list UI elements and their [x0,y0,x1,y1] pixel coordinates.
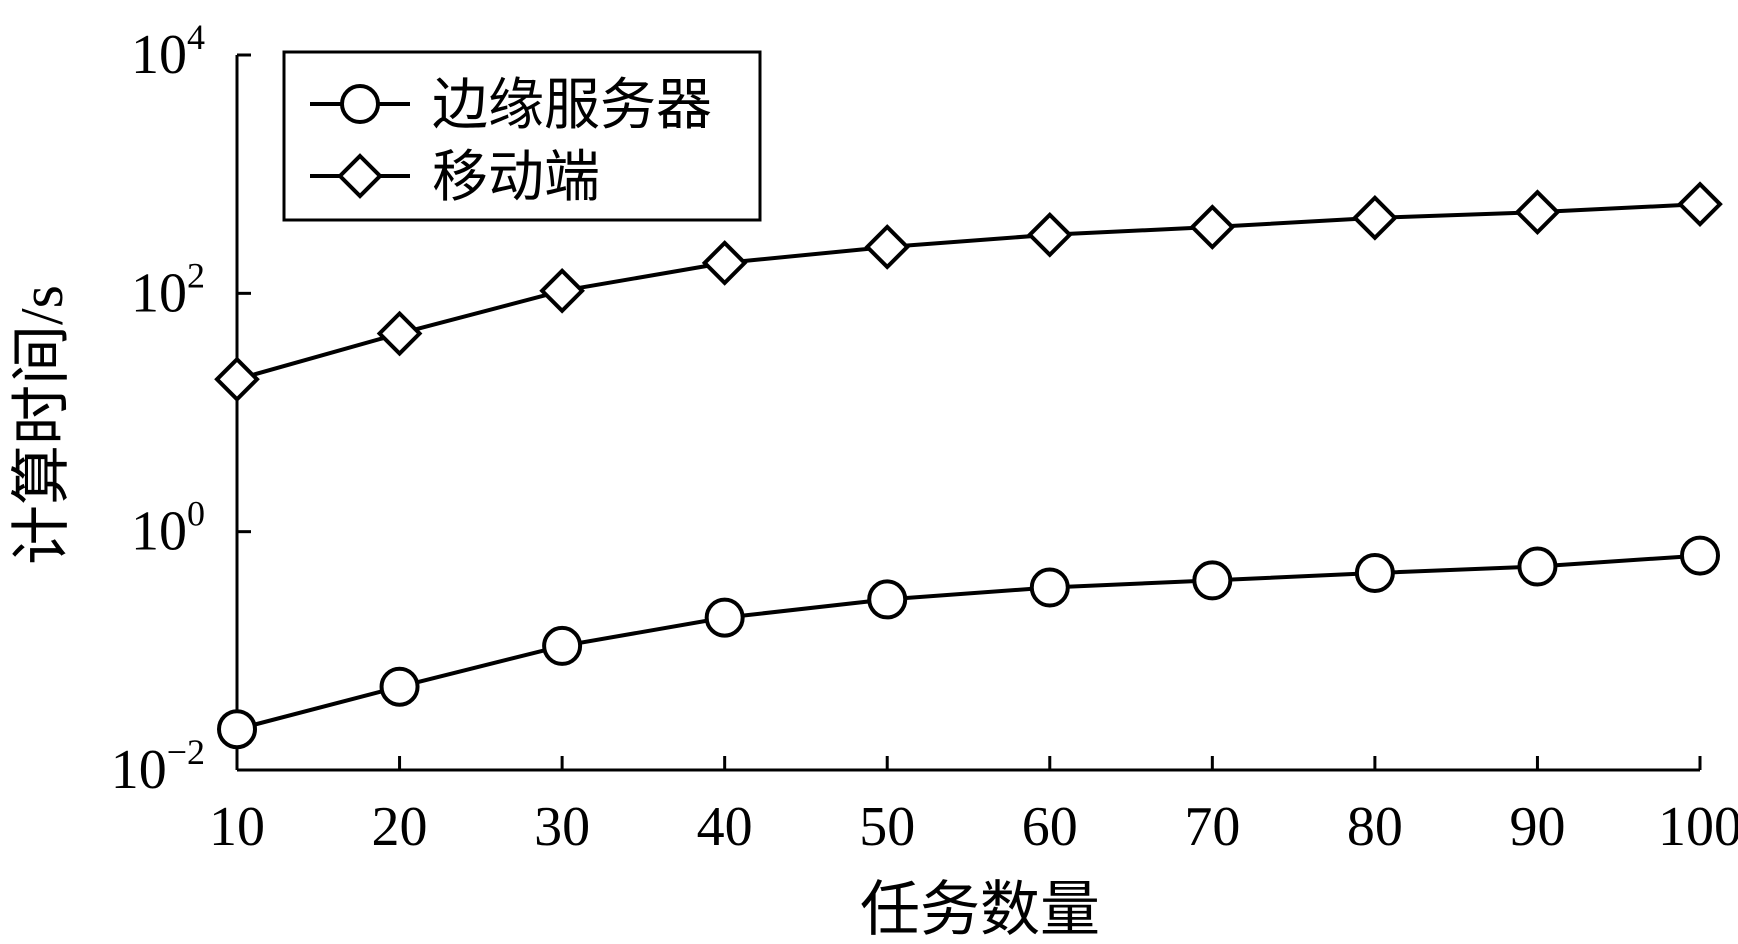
y-tick-label: 100 [131,494,205,563]
data-point-circle [1192,560,1233,601]
x-tick-label: 100 [1658,796,1738,858]
data-point-diamond [1677,181,1723,228]
axes: 10 20 30 40 50 60 70 80 90 100 10−2 100 102 104 [111,17,1738,858]
y-tick-label: 10−2 [111,732,205,801]
x-tick-label: 90 [1509,796,1565,858]
x-tick-label: 70 [1184,796,1240,858]
data-point-circle [1517,546,1558,587]
x-tick-label: 10 [209,796,265,858]
data-point-diamond [1026,211,1073,258]
data-point-diamond [539,267,585,314]
data-point-circle [867,579,908,620]
x-axis-title: 任务数量 [860,877,1100,943]
legend-marker-circle [340,84,380,124]
legend-label: 移动端 [432,147,600,209]
legend-marker-diamond [337,153,383,199]
data-point-diamond [1189,204,1236,250]
series-diamond [214,181,1723,403]
y-tick-label: 102 [131,255,205,324]
series-line [236,202,1701,382]
data-point-diamond [214,356,260,403]
x-tick-label: 80 [1347,796,1403,858]
series-layer [214,181,1723,750]
legend-label: 边缘服务器 [432,75,712,137]
data-point-circle [217,709,257,750]
y-tick-label: 104 [131,17,205,86]
data-point-diamond [376,310,423,357]
x-tick-label: 50 [859,796,915,858]
x-tick-label: 60 [1022,796,1078,858]
data-point-circle [1680,535,1720,576]
x-tick-label: 30 [534,796,590,858]
data-point-diamond [1352,195,1398,241]
x-tick-label: 40 [697,796,753,858]
data-point-circle [379,666,420,707]
data-point-circle [542,625,583,666]
data-point-circle [704,597,745,638]
data-point-circle [1354,552,1395,593]
x-tick-label: 20 [372,796,428,858]
y-axis-title: 计算时间/s [9,285,75,565]
data-point-diamond [864,224,911,270]
series-line [236,553,1701,732]
data-point-diamond [1514,189,1561,235]
data-point-diamond [701,240,748,286]
data-point-circle [1029,567,1070,608]
series-circle [217,535,1720,750]
